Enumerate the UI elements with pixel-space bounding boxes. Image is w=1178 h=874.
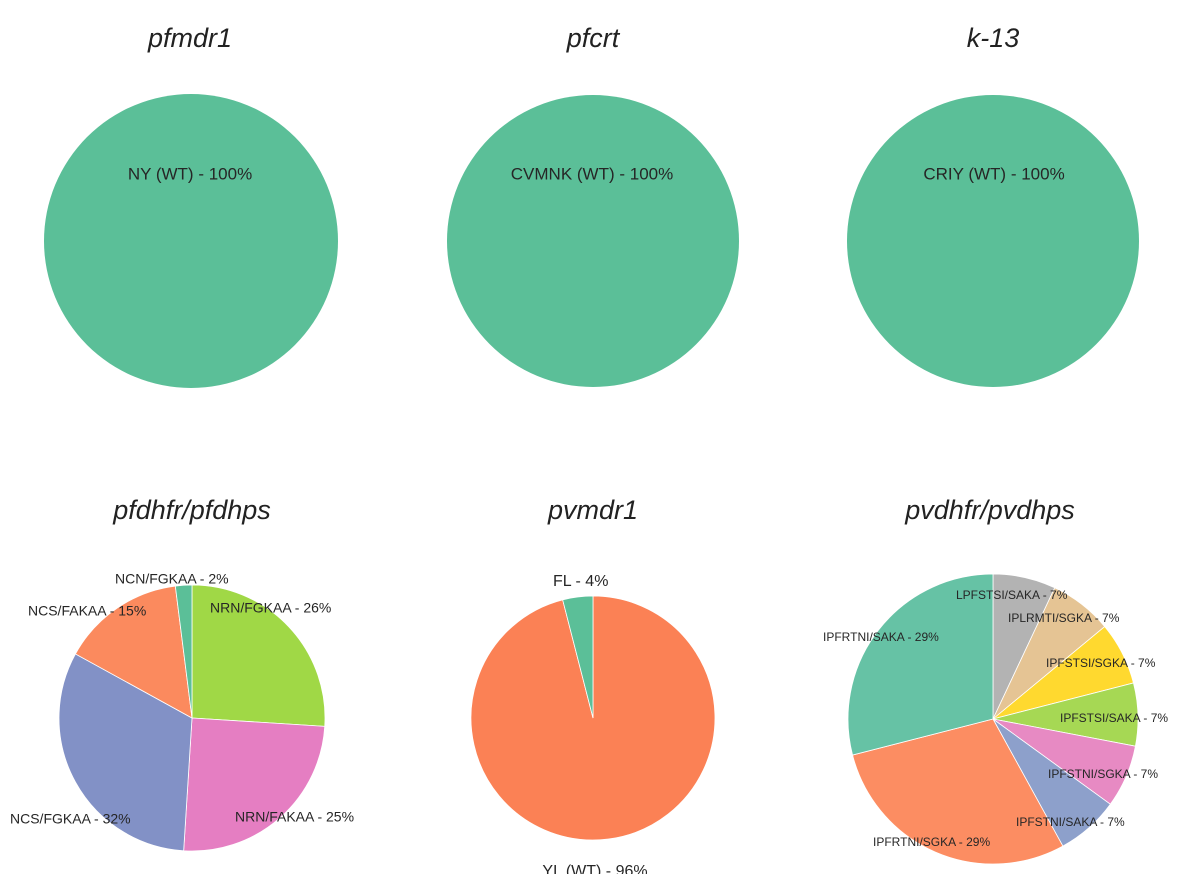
pie-chart-4: pfdhfr/pfdhps NRN/FGKAA - 26% NRN/FAKAA - … [10,495,354,852]
chart-title: pvdhfr/pvdhps [904,495,1075,525]
slice-label: IPFSTSI/SAKA - 7% [1060,711,1168,725]
slice-label: LPFSTSI/SAKA - 7% [956,588,1068,602]
pie-slice [852,718,1064,865]
slice-label: IPFRTNI/SGKA - 29% [873,835,990,849]
slice-label: YL (WT) - 96% [542,863,647,874]
slice-label: NCS/FAKAA - 15% [28,603,146,619]
chart-title: pfdhfr/pfdhps [112,495,271,525]
pie-slice [174,584,193,719]
chart-title: pfmdr1 [147,23,232,53]
slice-label: IPLRMTI/SGKA - 7% [1008,611,1120,625]
chart-title: pfcrt [566,23,621,53]
slice-label: NRN/FGKAA - 26% [210,600,331,616]
slice-label: NCS/FGKAA - 32% [10,811,131,827]
pie-slice [847,95,1139,387]
pie-slice [847,573,994,756]
chart-title: k-13 [967,23,1020,53]
pie-slice [191,584,326,727]
slice-label: NY (WT) - 100% [128,164,252,183]
slice-label: CRIY (WT) - 100% [923,164,1064,183]
pie-chart-1: pfmdr1 NY (WT) - 100% [44,23,338,388]
slice-label: IPFSTNI/SAKA - 7% [1016,815,1125,829]
pie-slice [447,95,739,387]
slice-label: CVMNK (WT) - 100% [511,164,673,183]
pie-slice [58,653,193,852]
pie-chart-3: k-13 CRIY (WT) - 100% [847,23,1139,387]
pie-slice [183,717,326,852]
pie-chart-6: pvdhfr/pvdhps LPFSTSI/SAKA - 7% IPLRMTI/SG… [823,495,1168,865]
pie-chart-2: pfcrt CVMNK (WT) - 100% [447,23,739,387]
pie-chart-5: pvmdr1 YL (WT) - 96% FL - 4% [470,495,716,874]
slice-label: IPFRTNI/SAKA - 29% [823,630,939,644]
slice-label: IPFSTSI/SGKA - 7% [1046,656,1156,670]
pie-slice [44,94,338,388]
slice-label: NCN/FGKAA - 2% [115,571,229,587]
slice-label: IPFSTNI/SGKA - 7% [1048,767,1158,781]
slice-label: FL - 4% [553,573,608,590]
pie-slice [562,595,594,719]
chart-title: pvmdr1 [547,495,638,525]
pie-slice [74,585,193,719]
slice-label: NRN/FAKAA - 25% [235,809,354,825]
